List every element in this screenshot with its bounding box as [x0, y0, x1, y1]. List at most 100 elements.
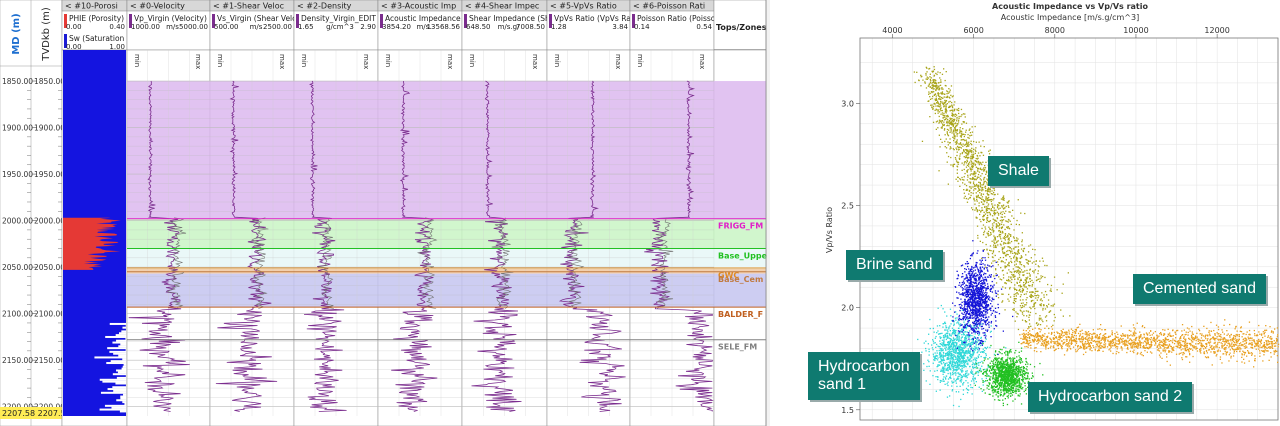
scatter-point: [1110, 340, 1112, 342]
scatter-point: [1220, 342, 1222, 344]
scatter-point: [1020, 337, 1022, 340]
scatter-point: [1110, 350, 1112, 352]
scatter-point: [1031, 372, 1033, 374]
porosity-spike: [107, 388, 126, 391]
scatter-point: [977, 372, 979, 374]
scatter-point: [939, 361, 942, 363]
scatter-point: [958, 333, 961, 335]
scatter-point: [982, 380, 984, 382]
scatter-point: [1059, 343, 1061, 346]
log-curve-secondary: [251, 217, 269, 309]
scatter-point: [999, 373, 1001, 375]
scatter-point: [959, 380, 961, 382]
scatter-point: [991, 368, 993, 370]
scatter-point: [1136, 346, 1138, 348]
scatter-point: [1056, 343, 1058, 345]
scatter-point: [1130, 344, 1132, 346]
scatter-point: [1209, 341, 1212, 343]
scatter-point: [1232, 339, 1234, 342]
scatter-point: [1012, 387, 1015, 389]
scatter-point: [1091, 338, 1093, 340]
scatter-point: [956, 356, 959, 358]
scatter-point: [994, 391, 996, 393]
scatter-point: [1225, 352, 1227, 354]
scatter-point: [1249, 339, 1251, 342]
scatter-point: [968, 156, 970, 159]
scatter-point: [1002, 375, 1004, 377]
scatter-point: [1050, 290, 1052, 292]
scatter-point: [933, 355, 935, 357]
scatter-point: [1145, 338, 1147, 340]
scatter-point: [936, 366, 938, 368]
scatter-point: [944, 383, 946, 385]
scatter-point: [1251, 347, 1253, 349]
scatter-point: [987, 385, 990, 387]
scatter-point: [1223, 341, 1225, 343]
scatter-point: [1008, 358, 1011, 360]
scatter-point: [1245, 340, 1247, 342]
scatter-point: [999, 369, 1001, 371]
scatter-point: [1229, 335, 1231, 337]
scatter-point: [1082, 344, 1084, 346]
scatter-point: [955, 350, 957, 352]
scatter-point: [975, 217, 977, 219]
scatter-point: [963, 162, 966, 164]
scatter-point: [950, 315, 952, 317]
scatter-point: [1033, 366, 1036, 368]
scatter-point: [1005, 369, 1007, 371]
scatter-point: [995, 358, 997, 360]
scatter-point: [1048, 332, 1050, 334]
scatter-point: [1245, 341, 1248, 344]
scatter-point: [948, 328, 950, 330]
scatter-point: [1186, 356, 1188, 358]
scatter-point: [1001, 385, 1003, 387]
scatter-point: [949, 97, 951, 99]
scatter-point: [1079, 333, 1082, 335]
scatter-point: [1131, 345, 1133, 347]
scatter-point: [1065, 333, 1067, 335]
scatter-point: [944, 334, 946, 337]
scatter-point: [1022, 379, 1024, 382]
scatter-point: [948, 355, 950, 357]
scatter-point: [1164, 346, 1166, 349]
scatter-point: [1015, 392, 1017, 394]
scatter-point: [1000, 389, 1002, 392]
scatter-point: [942, 323, 944, 325]
scatter-point: [1193, 339, 1195, 341]
scatter-point: [952, 340, 955, 342]
scatter-point: [1025, 378, 1027, 380]
scatter-point: [1090, 341, 1092, 344]
scatter-point: [1104, 337, 1106, 339]
scatter-point: [1168, 334, 1170, 336]
scale-max-label: max: [194, 54, 202, 69]
scatter-point: [995, 386, 997, 388]
scatter-point: [1001, 205, 1003, 207]
scatter-point: [940, 79, 942, 81]
scatter-point: [1143, 336, 1145, 338]
scatter-point: [965, 372, 967, 374]
scatter-point: [967, 348, 970, 350]
scatter-point: [974, 341, 976, 343]
scatter-point: [960, 398, 962, 401]
scatter-point: [945, 100, 948, 102]
scatter-point: [944, 118, 947, 121]
scatter-point: [959, 358, 961, 360]
scatter-point: [1103, 343, 1105, 345]
scatter-point: [966, 392, 969, 394]
scatter-point: [1020, 248, 1023, 250]
scatter-point: [951, 333, 953, 335]
scatter-point: [962, 333, 965, 335]
scatter-point: [962, 344, 964, 346]
top-label: FRIGG_FM: [718, 222, 763, 231]
scatter-point: [985, 206, 988, 208]
scatter-point: [1187, 334, 1189, 336]
scatter-point: [1015, 369, 1018, 371]
scatter-point: [950, 344, 953, 346]
scatter-point: [986, 373, 988, 375]
scatter-point: [943, 376, 945, 378]
scatter-point: [967, 389, 970, 391]
scatter-point: [1269, 346, 1271, 348]
scatter-point: [1001, 359, 1003, 361]
scatter-point: [942, 351, 945, 354]
scatter-point: [1021, 333, 1023, 335]
